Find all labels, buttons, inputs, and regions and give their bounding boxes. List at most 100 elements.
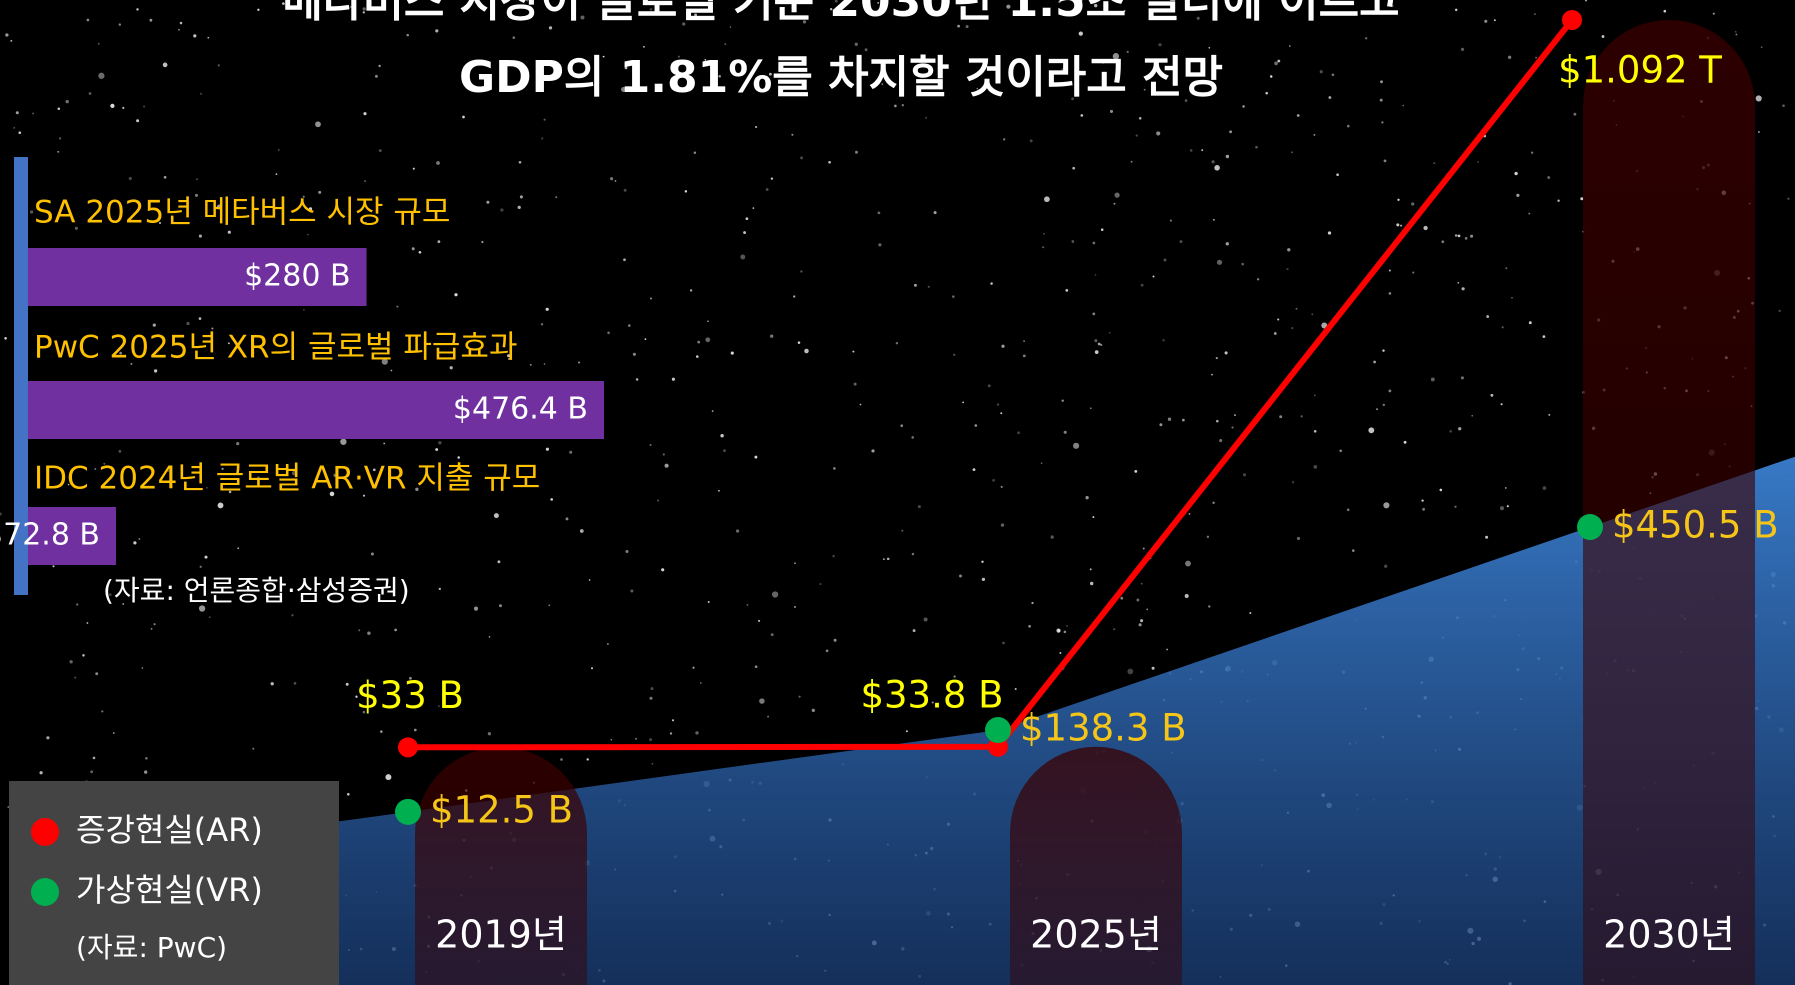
- star: [1346, 508, 1350, 512]
- star: [396, 305, 399, 308]
- star: [1384, 564, 1388, 568]
- star: [1135, 134, 1138, 137]
- star: [911, 552, 915, 556]
- star: [1485, 535, 1489, 539]
- star: [1130, 160, 1133, 163]
- star: [67, 483, 70, 486]
- star: [707, 600, 710, 604]
- star: [833, 467, 836, 470]
- star: [692, 666, 695, 669]
- vr-point: [395, 798, 421, 825]
- star: [347, 793, 350, 796]
- star: [736, 529, 740, 533]
- star: [1092, 516, 1095, 519]
- star: [512, 36, 516, 39]
- star: [385, 774, 392, 781]
- star: [804, 348, 809, 354]
- star: [457, 456, 460, 459]
- star: [1216, 259, 1223, 265]
- star: [0, 512, 2, 516]
- star: [602, 55, 605, 58]
- star: [302, 195, 305, 198]
- star: [627, 324, 631, 327]
- star: [1388, 269, 1391, 272]
- star: [1000, 412, 1003, 415]
- star: [1501, 326, 1504, 329]
- star: [833, 638, 837, 642]
- star: [1143, 88, 1146, 91]
- star: [1383, 159, 1387, 163]
- star: [855, 150, 858, 154]
- bar: [28, 248, 367, 306]
- star: [362, 494, 366, 497]
- star: [1017, 431, 1020, 435]
- star: [1063, 430, 1067, 434]
- star: [1229, 130, 1233, 134]
- star: [1311, 313, 1314, 316]
- star: [1381, 121, 1384, 124]
- star: [1100, 343, 1103, 347]
- star: [630, 589, 634, 593]
- star: [996, 403, 1000, 406]
- star: [526, 0, 529, 2]
- star: [136, 8, 139, 11]
- star: [664, 463, 669, 468]
- star: [345, 682, 349, 686]
- star: [1383, 502, 1390, 509]
- star: [1140, 283, 1144, 287]
- star: [1224, 351, 1228, 355]
- ar-value-label: $33.8 B: [860, 673, 1003, 716]
- star: [437, 240, 441, 244]
- star: [122, 106, 125, 109]
- star: [1382, 403, 1385, 407]
- star: [649, 8, 653, 11]
- star: [144, 770, 148, 774]
- vr-value-label: $12.5 B: [430, 788, 573, 831]
- star: [65, 99, 69, 104]
- star: [7, 806, 10, 809]
- star: [186, 321, 190, 326]
- star: [759, 698, 765, 704]
- star: [1061, 68, 1065, 72]
- star: [488, 636, 491, 638]
- star: [141, 667, 144, 669]
- star: [990, 282, 993, 285]
- star: [378, 64, 381, 68]
- star: [900, 424, 903, 427]
- star: [207, 36, 210, 39]
- star: [76, 603, 79, 606]
- star: [1712, 12, 1715, 15]
- star: [110, 103, 115, 109]
- star: [69, 660, 73, 664]
- star: [193, 34, 197, 38]
- star: [1471, 414, 1474, 417]
- star: [1127, 668, 1134, 675]
- star: [953, 675, 956, 678]
- star: [122, 603, 125, 605]
- star: [329, 491, 335, 497]
- star: [877, 1, 880, 4]
- star: [1470, 234, 1474, 238]
- star: [282, 223, 285, 226]
- star: [649, 696, 653, 700]
- star: [669, 732, 673, 735]
- star: [819, 583, 822, 585]
- star: [1290, 151, 1293, 154]
- star: [1528, 212, 1531, 215]
- star: [911, 436, 915, 439]
- star: [1296, 114, 1300, 117]
- star: [1402, 104, 1405, 107]
- star: [1528, 321, 1532, 325]
- star: [196, 178, 198, 181]
- star: [693, 151, 697, 155]
- star: [623, 188, 627, 192]
- star: [548, 604, 551, 607]
- star: [1787, 197, 1790, 200]
- star: [621, 86, 627, 92]
- star: [931, 701, 934, 704]
- star: [569, 450, 573, 454]
- star: [540, 323, 544, 326]
- star: [1454, 505, 1457, 508]
- star: [217, 64, 221, 67]
- star: [1376, 408, 1378, 411]
